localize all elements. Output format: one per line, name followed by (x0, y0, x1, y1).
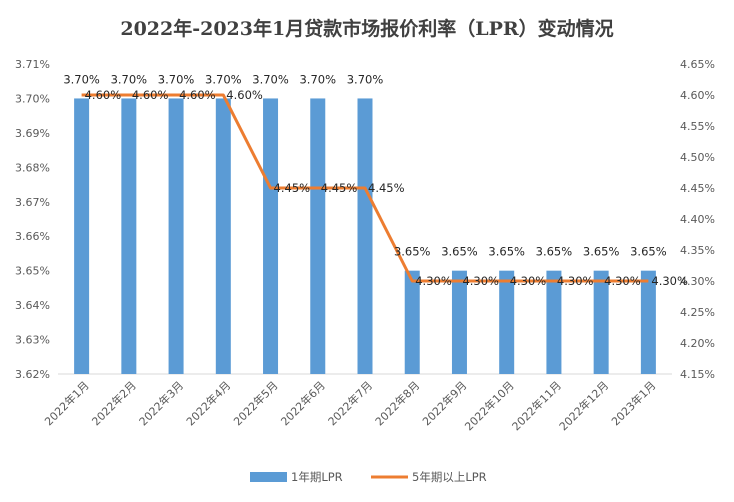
bar-1y-lpr (74, 98, 90, 374)
bar-1y-lpr (593, 270, 609, 374)
y-right-tick-label: 4.20% (680, 337, 715, 350)
y-left-tick-label: 3.65% (15, 265, 50, 278)
bar-data-label: 3.70% (347, 72, 384, 86)
line-data-label: 4.60% (132, 88, 169, 102)
y-right-tick-label: 4.55% (680, 120, 715, 133)
line-data-label: 4.30% (510, 274, 547, 288)
bar-data-label: 3.70% (299, 72, 336, 86)
chart-title: 2022年-2023年1月贷款市场报价利率（LPR）变动情况 (120, 18, 614, 40)
bar-data-label: 3.70% (111, 72, 148, 86)
x-tick-label: 2022年9月 (419, 378, 469, 428)
line-layer (81, 93, 649, 283)
line-data-label: 4.60% (179, 88, 216, 102)
x-tick-label: 2022年2月 (89, 378, 139, 428)
bar-1y-lpr (357, 98, 373, 374)
y-left-tick-label: 3.66% (15, 230, 50, 243)
bar-1y-lpr (310, 98, 326, 374)
bar-data-label: 3.65% (488, 245, 525, 259)
bar-1y-lpr (121, 98, 137, 374)
y-right-tick-label: 4.50% (680, 151, 715, 164)
line-data-label: 4.60% (226, 88, 263, 102)
x-tick-label: 2022年5月 (230, 378, 280, 428)
y-right-tick-label: 4.45% (680, 182, 715, 195)
y-left-tick-label: 3.71% (15, 58, 50, 71)
bar-data-label: 3.65% (583, 245, 620, 259)
bar-1y-lpr (215, 98, 231, 374)
legend-label-5y: 5年期以上LPR (412, 470, 487, 484)
legend: 1年期LPR 5年期以上LPR (250, 470, 487, 484)
y-left-tick-label: 3.63% (15, 334, 50, 347)
y-left-tick-label: 3.68% (15, 161, 50, 174)
y-right-tick-label: 4.15% (680, 368, 715, 381)
bars-layer (74, 98, 656, 374)
line-data-label: 4.30% (651, 274, 688, 288)
y-right-tick-label: 4.35% (680, 244, 715, 257)
line-data-label: 4.45% (321, 181, 358, 195)
y-right-tick-label: 4.65% (680, 58, 715, 71)
line-data-label: 4.30% (462, 274, 499, 288)
bar-data-label: 3.70% (158, 72, 195, 86)
line-data-label: 4.30% (415, 274, 452, 288)
x-tick-label: 2022年8月 (372, 378, 422, 428)
bar-1y-lpr (499, 270, 515, 374)
y-right-tick-label: 4.25% (680, 306, 715, 319)
y-left-tick-label: 3.70% (15, 92, 50, 105)
x-tick-label: 2022年10月 (462, 378, 517, 433)
bar-data-label: 3.70% (63, 72, 100, 86)
bar-1y-lpr (168, 98, 184, 374)
x-tick-label: 2022年12月 (556, 378, 611, 433)
line-data-label: 4.60% (85, 88, 122, 102)
legend-swatch-1y (250, 472, 287, 482)
line-data-label: 4.45% (368, 181, 405, 195)
y-left-tick-label: 3.69% (15, 127, 50, 140)
bar-data-label: 3.65% (441, 245, 478, 259)
x-tick-label: 2023年1月 (608, 378, 658, 428)
y-left-tick-label: 3.62% (15, 368, 50, 381)
line-data-label: 4.30% (557, 274, 594, 288)
bar-1y-lpr (404, 270, 420, 374)
bar-data-label: 3.70% (252, 72, 289, 86)
bar-1y-lpr (263, 98, 279, 374)
line-data-label: 4.45% (274, 181, 311, 195)
bar-data-label: 3.70% (205, 72, 242, 86)
bar-1y-lpr (451, 270, 467, 374)
bar-data-label: 3.65% (394, 245, 431, 259)
x-tick-label: 2022年6月 (278, 378, 328, 428)
bar-data-label: 3.65% (630, 245, 667, 259)
y-right-tick-label: 4.40% (680, 213, 715, 226)
line-5y-lpr (81, 93, 649, 283)
data-labels-layer: 3.70% 3.70% 3.70% 3.70% 3.70% 3.70% 3.70% 3.65%… (63, 72, 688, 288)
bar-data-label: 3.65% (536, 245, 573, 259)
x-tick-label: 2022年11月 (509, 378, 564, 433)
x-tick-label: 2022年7月 (325, 378, 375, 428)
y-left-tick-label: 3.67% (15, 196, 50, 209)
x-tick-label: 2022年1月 (42, 378, 92, 428)
x-tick-label: 2022年3月 (136, 378, 186, 428)
y-left-tick-label: 3.64% (15, 299, 50, 312)
y-right-tick-label: 4.60% (680, 89, 715, 102)
line-data-label: 4.30% (604, 274, 641, 288)
bar-1y-lpr (546, 270, 562, 374)
y-right-tick-label: 4.30% (680, 275, 715, 288)
legend-label-1y: 1年期LPR (291, 470, 343, 484)
bar-1y-lpr (640, 270, 656, 374)
x-tick-label: 2022年4月 (183, 378, 233, 428)
